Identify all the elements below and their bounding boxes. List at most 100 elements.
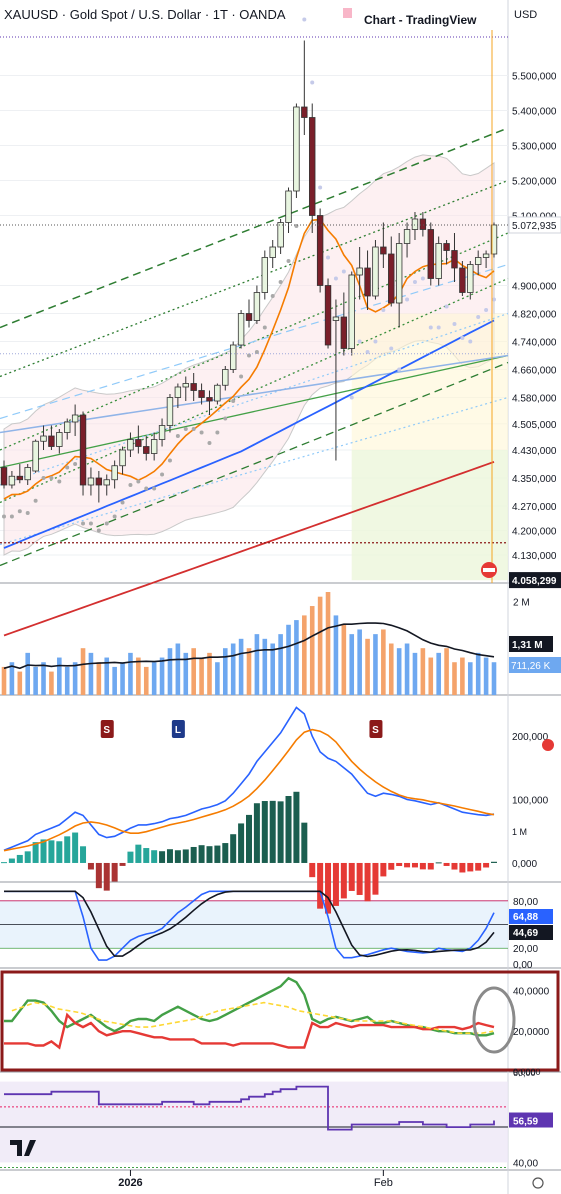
sar-dot [136,479,141,484]
macd-histogram-bar [166,849,173,863]
macd-histogram-bar [372,862,379,895]
candle-body [309,117,316,216]
volume-bar [436,652,441,695]
annotation-ellipse [472,986,516,1054]
sar-dot [73,462,78,466]
candle-body [419,218,427,230]
sar-dot [468,339,473,344]
volume-bar [444,648,449,695]
sar-dot [254,350,259,354]
signal-marker-label: S [372,725,379,736]
macd-histogram-bar [380,862,387,877]
stoch-d-badge [509,925,553,940]
volume-bar [112,666,117,695]
price-tick-label: 4.200,000 [512,527,557,538]
sar-dot [160,472,165,477]
macd-histogram-bar [301,822,308,863]
macd-histogram-bar [119,862,126,866]
volume-bar [1,666,7,695]
volume-bar [388,643,394,695]
volume-bar [72,662,78,695]
volume-bar [483,657,489,695]
macd-histogram-bar [309,862,316,878]
sar-dot [373,339,378,344]
settings-gear-icon [532,1177,544,1189]
macd-histogram-bar [419,862,426,870]
volume-bar [254,634,260,695]
volume-bar [365,638,370,695]
macd-histogram-bar [143,848,150,863]
sar-dot [144,486,149,491]
rsi-last-badge [509,1112,553,1128]
macd-histogram-bar [87,862,94,870]
macd-histogram-bar [198,845,205,863]
volume-bar [317,596,323,695]
volume-bar [467,662,473,695]
volume-bar [309,606,315,695]
time-axis-label: 2026 [118,1177,142,1189]
flag-icon [343,8,352,18]
sar-dot [444,304,449,309]
volume-bar [373,634,378,695]
stoch-k-badge [509,909,553,924]
sar-dot [167,458,172,463]
signal-marker-label: L [175,725,181,736]
candle-body [174,386,182,398]
macd-histogram-bar [16,854,23,863]
macd-histogram-bar [246,814,252,863]
candle-body [364,267,371,297]
sar-dot [223,416,228,421]
macd-histogram-bar [40,839,47,863]
sar-dot [49,476,54,480]
sar-dot [33,498,38,503]
candle-body [135,439,142,447]
volume-bar [286,624,291,695]
price-tick-label: 4.660,000 [512,366,557,377]
price-tick-label: 5.200,000 [512,177,557,188]
signal-marker [100,720,114,738]
candle-body [71,414,79,423]
macd-histogram-bar [111,862,118,882]
candle-body [474,257,482,265]
sar-dot [326,255,331,260]
candle-body [143,446,150,454]
volume-bar [17,671,23,695]
adx-line [11,1001,494,1034]
ma-blue-line [3,319,495,549]
candle-body [285,190,292,223]
sar-dot [2,514,6,519]
price-tick-label: 5.300,000 [512,142,557,153]
last-price-label: 5.072,935 [512,221,557,232]
volume-bar [64,666,70,695]
macd-histogram-bar [459,862,466,873]
candle-body [356,267,363,276]
macd-histogram-bar [190,846,197,863]
sar-dot [341,269,346,274]
macd-histogram-bar [24,851,31,863]
macd-histogram-bar [64,836,71,863]
sar-dot [484,308,489,312]
volume-bar [96,662,102,695]
candle-body [388,253,395,304]
macd-histogram-bar [56,841,63,863]
candle-body [119,449,126,467]
low-price-label: 4.058,299 [512,576,557,587]
currency-label[interactable]: USD [514,9,537,21]
sar-dot [405,297,410,302]
volume-bar [341,624,347,695]
price-tick-label: 5.400,000 [512,107,557,118]
macd-histogram-bar [48,840,55,863]
volume-bar [151,662,157,695]
sar-dot [81,521,86,526]
sar-dot [199,430,204,435]
macd-histogram-bar [8,858,15,863]
symbol-title: XAUUSD · Gold Spot / U.S. Dollar · 1T · … [4,7,286,22]
macd-histogram-bar [443,862,450,866]
dmi-tick-label: 20,0000 [513,1027,550,1038]
price-tick-label: 4.820,000 [512,310,557,321]
candle-body [269,246,276,258]
candle-body [301,106,308,118]
volume-bar [128,652,133,695]
macd-histogram-bar [95,862,102,889]
